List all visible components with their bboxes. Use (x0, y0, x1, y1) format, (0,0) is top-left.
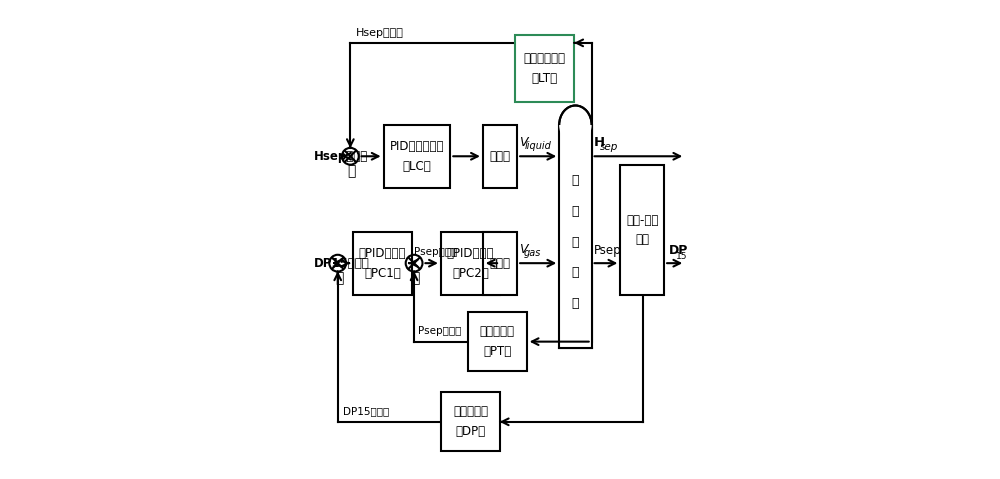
Text: Psep: Psep (594, 244, 622, 257)
Text: gas: gas (524, 248, 541, 258)
FancyBboxPatch shape (483, 232, 517, 295)
Text: Psep设定值: Psep设定值 (414, 247, 457, 257)
Text: sep: sep (600, 142, 618, 152)
Text: DP15测量值: DP15测量值 (343, 406, 390, 416)
FancyBboxPatch shape (483, 125, 517, 188)
Text: （PT）: （PT） (483, 345, 511, 358)
FancyBboxPatch shape (353, 232, 412, 295)
Text: V: V (519, 137, 528, 149)
FancyBboxPatch shape (559, 125, 592, 348)
Text: Psep测量值: Psep测量值 (418, 326, 461, 336)
FancyBboxPatch shape (468, 312, 527, 371)
FancyBboxPatch shape (441, 392, 500, 451)
Ellipse shape (559, 105, 592, 145)
Text: Hsep设定值: Hsep设定值 (314, 150, 368, 163)
Text: 离: 离 (572, 266, 579, 279)
Text: －: － (335, 272, 343, 285)
Text: PID液位控制器: PID液位控制器 (390, 140, 444, 153)
Text: liquid: liquid (525, 141, 552, 151)
Text: （PC1）: （PC1） (364, 267, 401, 280)
Text: 分: 分 (572, 236, 579, 249)
Text: －: － (411, 272, 420, 285)
Text: Hsep测量值: Hsep测量值 (356, 28, 404, 38)
Text: 磁浮子液位计: 磁浮子液位计 (524, 52, 566, 65)
Text: 集输-立管: 集输-立管 (626, 214, 658, 227)
Text: 系统: 系统 (635, 233, 649, 246)
Text: DP: DP (669, 244, 688, 257)
Text: 排气阀: 排气阀 (489, 257, 510, 270)
Text: H: H (594, 137, 605, 149)
Text: －: － (348, 165, 356, 179)
Text: 压差传感器: 压差传感器 (453, 405, 488, 418)
Text: 压力传感器: 压力传感器 (480, 325, 515, 338)
Text: 主PID控制器: 主PID控制器 (359, 247, 406, 260)
Text: （LT）: （LT） (532, 72, 558, 85)
Text: （DP）: （DP） (455, 425, 485, 438)
Text: （LC）: （LC） (403, 160, 431, 173)
Text: 气: 气 (572, 174, 579, 187)
Text: 副PID控制器: 副PID控制器 (447, 247, 494, 260)
Text: 液: 液 (572, 205, 579, 218)
Text: DP15设定值: DP15设定值 (314, 257, 369, 270)
FancyBboxPatch shape (515, 35, 574, 102)
Text: （PC2）: （PC2） (452, 267, 489, 280)
FancyBboxPatch shape (441, 232, 500, 295)
Text: V: V (519, 243, 528, 256)
Text: 器: 器 (572, 297, 579, 310)
FancyBboxPatch shape (620, 165, 664, 295)
Text: 排液阀: 排液阀 (489, 150, 510, 163)
FancyBboxPatch shape (384, 125, 450, 188)
Text: 15: 15 (676, 252, 688, 261)
